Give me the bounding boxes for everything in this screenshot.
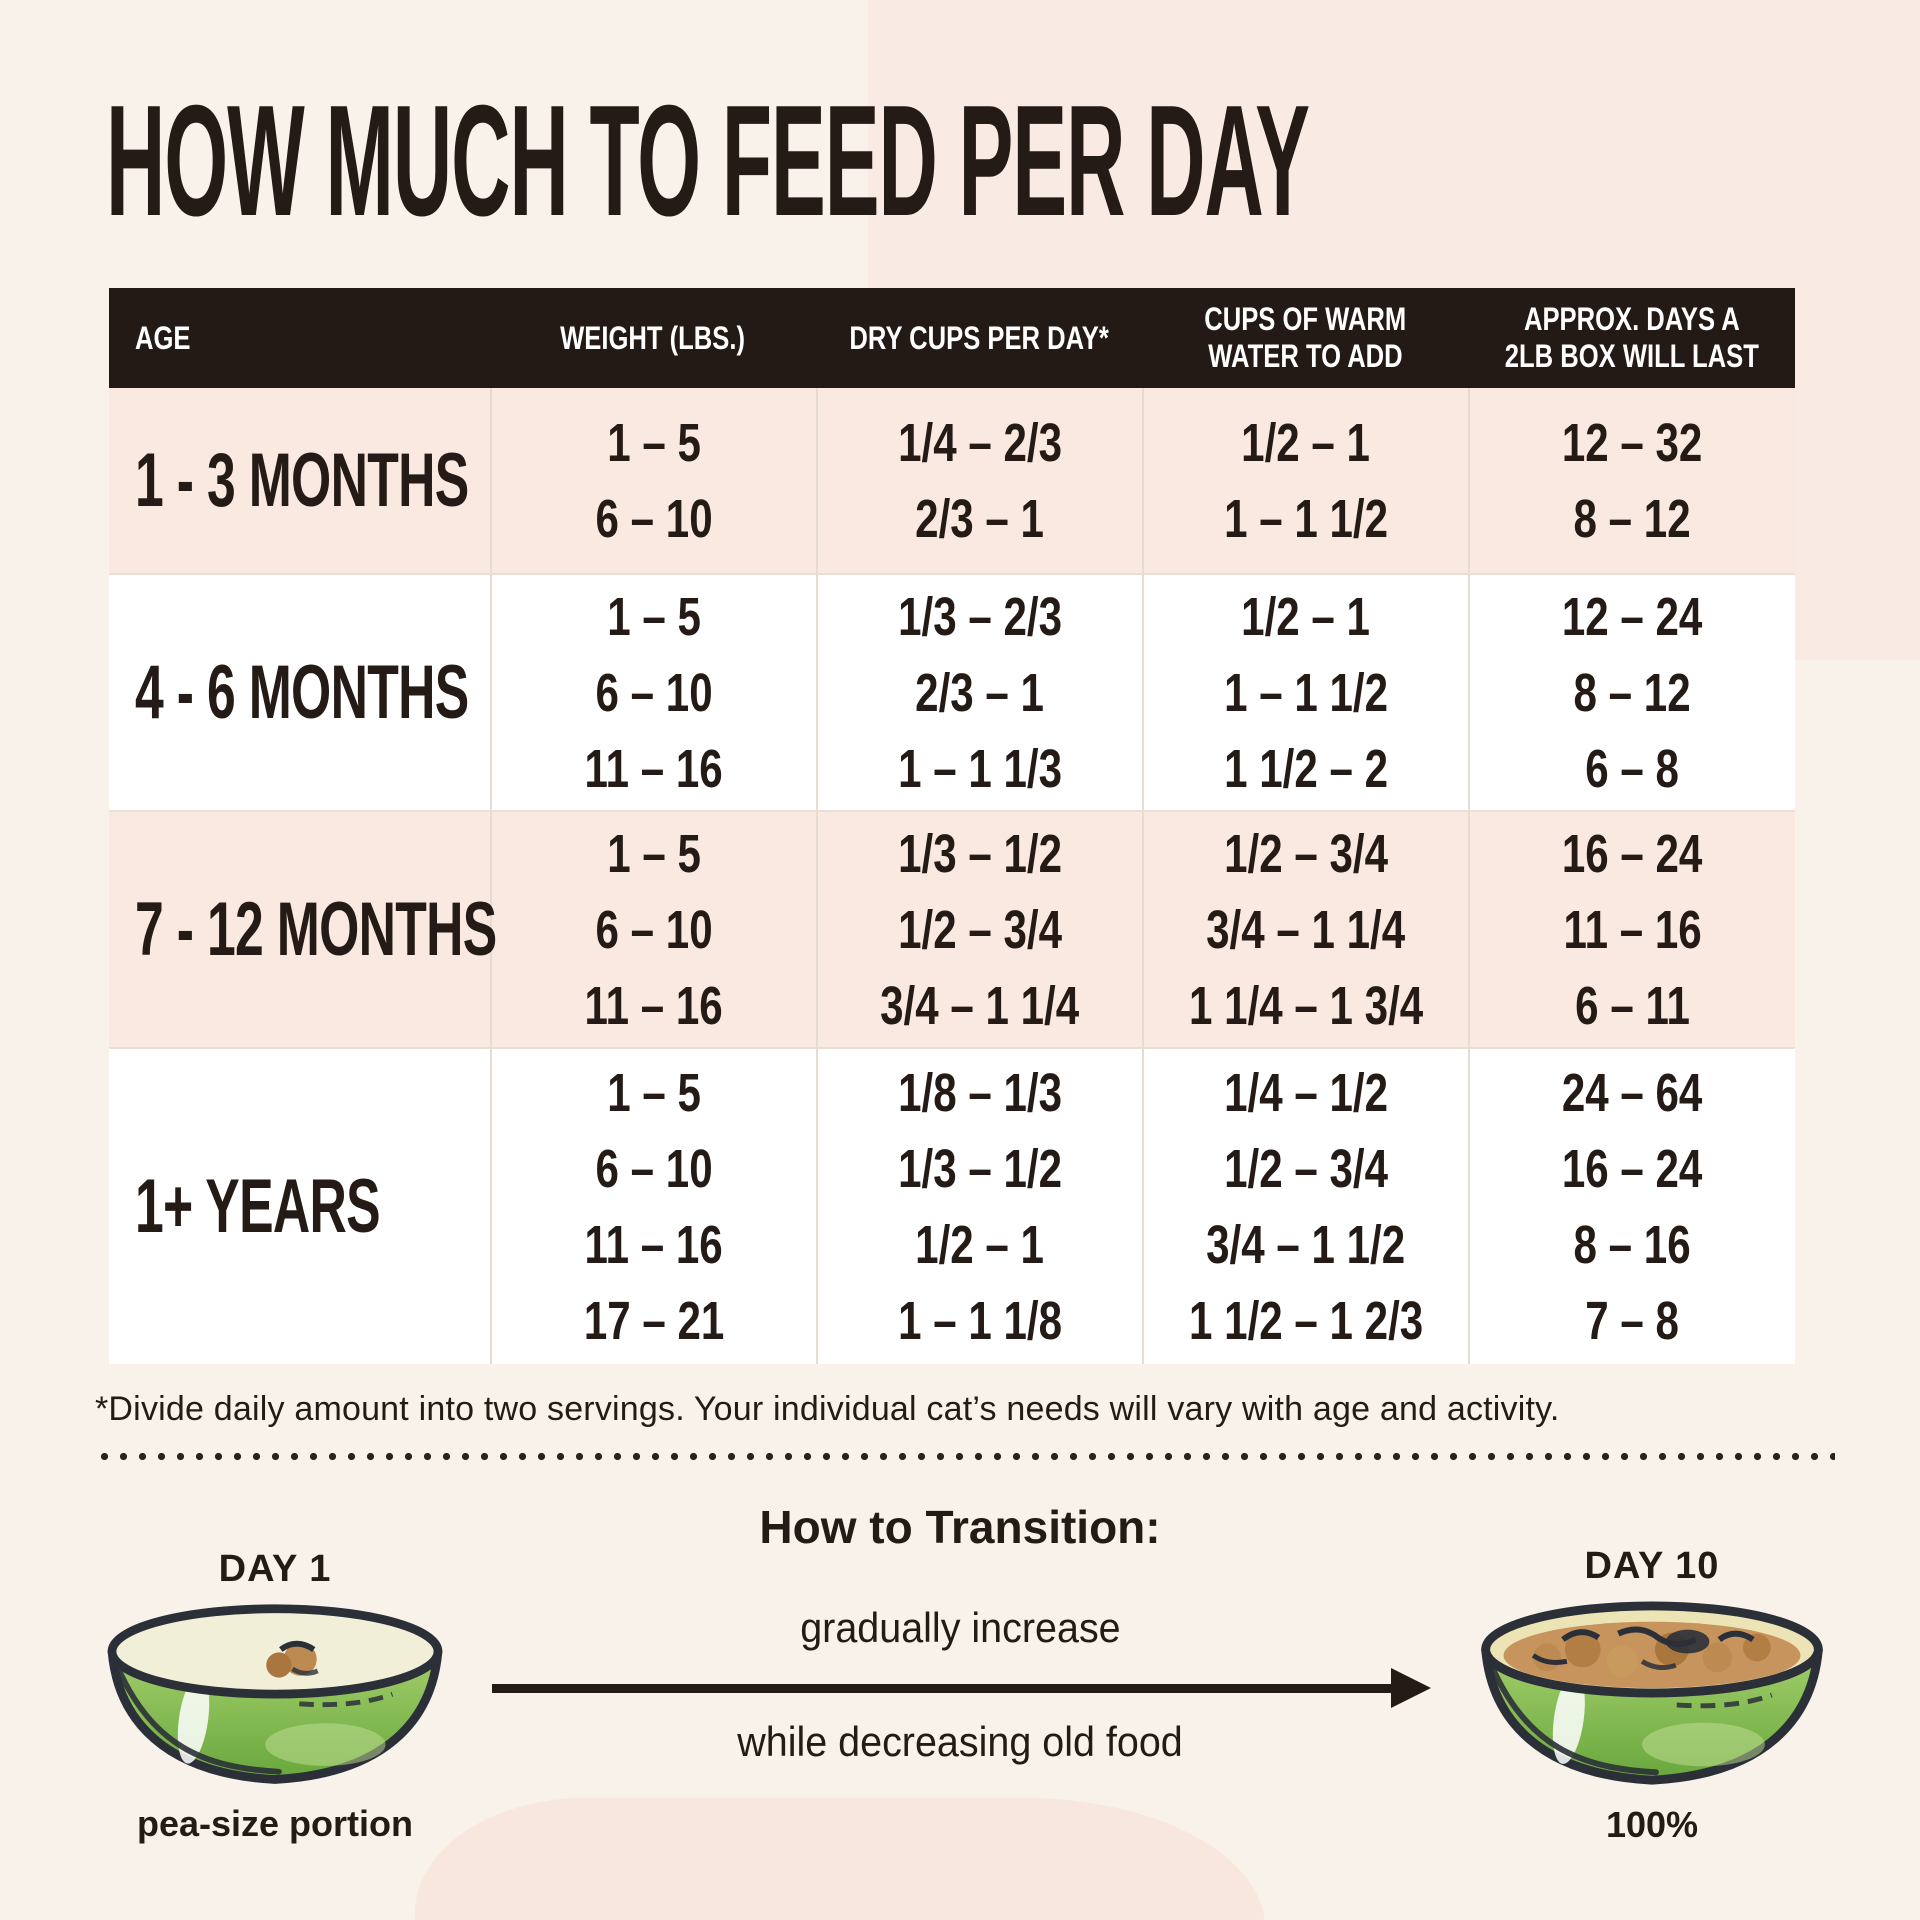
table-cell-line: 1/3 – 1/2: [898, 1138, 1062, 1199]
age-cell: 4 - 6 MONTHS: [135, 650, 469, 735]
table-cell-line: 8 – 16: [1573, 1214, 1692, 1275]
days-cell: 24 – 64 16 – 24 8 – 16 7 – 8: [1468, 1049, 1795, 1364]
table-cell-line: 12 – 32: [1562, 412, 1703, 473]
table-cell-line: 6 – 10: [595, 488, 713, 549]
col-header-age: AGE: [135, 319, 191, 356]
table-cell-line: 24 – 64: [1562, 1062, 1703, 1123]
table-cell-line: 6 – 8: [1585, 738, 1680, 799]
dry-cups-cell: 1/8 – 1/3 1/3 – 1/2 1/2 – 1 1 – 1 1/8: [816, 1049, 1142, 1364]
col-header-weight: WEIGHT (LBS.): [560, 319, 746, 356]
dotted-divider: [95, 1452, 1835, 1461]
weight-cell: 1 – 5 6 – 10 11 – 16: [490, 812, 816, 1047]
table-cell-line: 1/2 – 3/4: [1224, 1138, 1388, 1199]
table-cell-line: 16 – 24: [1562, 823, 1703, 884]
background-blob-bottom: [415, 1798, 1265, 1920]
table-cell-line: 1 – 5: [607, 1062, 701, 1123]
feeding-table: AGE WEIGHT (LBS.) DRY CUPS PER DAY* CUPS…: [109, 288, 1795, 1364]
col-header-dry-cups: DRY CUPS PER DAY*: [849, 319, 1109, 356]
day1-label: DAY 1: [218, 1548, 332, 1590]
table-cell-line: 11 – 16: [584, 1214, 724, 1275]
weight-cell: 1 – 5 6 – 10 11 – 16 17 – 21: [490, 1049, 816, 1364]
table-header-row: AGE WEIGHT (LBS.) DRY CUPS PER DAY* CUPS…: [109, 288, 1795, 388]
table-cell-line: 6 – 11: [1575, 975, 1690, 1036]
table-cell-line: 6 – 10: [595, 899, 713, 960]
table-cell-line: 3/4 – 1 1/4: [1206, 899, 1406, 960]
dry-cups-cell: 1/3 – 1/2 1/2 – 3/4 3/4 – 1 1/4: [816, 812, 1142, 1047]
page-title: HOW MUCH TO FEED PER DAY: [106, 73, 1310, 249]
table-cell-line: 1 – 1 1/2: [1224, 662, 1388, 723]
col-header-warm-water: CUPS OF WARM WATER TO ADD: [1204, 301, 1406, 374]
table-cell-line: 1 – 1 1/3: [898, 738, 1062, 799]
transition-day1: DAY 1 pea-size portion: [85, 1548, 465, 1845]
table-cell-line: 1/2 – 3/4: [898, 899, 1062, 960]
warm-water-cell: 1/4 – 1/2 1/2 – 3/4 3/4 – 1 1/2 1 1/2 – 1 2…: [1142, 1049, 1468, 1364]
weight-cell: 1 – 5 6 – 10: [490, 388, 816, 573]
table-cell-line: 2/3 – 1: [915, 662, 1045, 723]
table-cell-line: 3/4 – 1 1/4: [880, 975, 1080, 1036]
green-bowl-pea-size-portion-icon: [107, 1604, 443, 1784]
warm-water-cell: 1/2 – 1 1 – 1 1/2 1 1/2 – 2: [1142, 575, 1468, 810]
days-cell: 12 – 32 8 – 12: [1468, 388, 1795, 573]
days-cell: 12 – 24 8 – 12 6 – 8: [1468, 575, 1795, 810]
green-bowl-full-icon: [1481, 1601, 1823, 1785]
table-cell-line: 1 – 1 1/2: [1224, 488, 1388, 549]
table-cell-line: 11 – 16: [584, 738, 724, 799]
table-cell-line: 7 – 8: [1585, 1290, 1680, 1351]
warm-water-cell: 1/2 – 3/4 3/4 – 1 1/4 1 1/4 – 1 3/4: [1142, 812, 1468, 1047]
day10-caption: 100%: [1605, 1804, 1699, 1845]
age-cell: 7 - 12 MONTHS: [135, 887, 497, 972]
table-row-7-12-months: 7 - 12 MONTHS 1 – 5 6 – 10 11 – 16 1/3 – 1…: [109, 810, 1795, 1047]
table-cell-line: 3/4 – 1 1/2: [1206, 1214, 1406, 1275]
table-cell-line: 8 – 12: [1573, 662, 1692, 723]
dry-cups-cell: 1/4 – 2/3 2/3 – 1: [816, 388, 1142, 573]
col-header-days-box-lasts: APPROX. DAYS A 2LB BOX WILL LAST: [1504, 301, 1759, 374]
table-cell-line: 11 – 16: [584, 975, 724, 1036]
table-cell-line: 1/2 – 1: [1241, 586, 1371, 647]
day1-caption: pea-size portion: [136, 1803, 414, 1844]
table-cell-line: 1 1/4 – 1 3/4: [1188, 975, 1424, 1036]
transition-arrow: [492, 1668, 1431, 1708]
table-cell-line: 6 – 10: [595, 662, 713, 723]
table-cell-line: 1/4 – 2/3: [898, 412, 1062, 473]
transition-text-bottom: while decreasing old food: [737, 1718, 1183, 1765]
table-cell-line: 1 1/2 – 2: [1224, 738, 1388, 799]
table-cell-line: 1 1/2 – 1 2/3: [1188, 1290, 1424, 1351]
table-row-1-3-months: 1 - 3 MONTHS 1 – 5 6 – 10 1/4 – 2/3 2/3 – …: [109, 388, 1795, 573]
age-cell: 1+ YEARS: [135, 1164, 381, 1249]
table-cell-line: 6 – 10: [595, 1138, 713, 1199]
table-cell-line: 1/2 – 3/4: [1224, 823, 1388, 884]
warm-water-cell: 1/2 – 1 1 – 1 1/2: [1142, 388, 1468, 573]
table-cell-line: 1 – 5: [607, 823, 701, 884]
table-cell-line: 1/3 – 1/2: [898, 823, 1062, 884]
dry-cups-cell: 1/3 – 2/3 2/3 – 1 1 – 1 1/3: [816, 575, 1142, 810]
transition-text-top: gradually increase: [799, 1604, 1121, 1651]
transition-day10: DAY 10: [1452, 1545, 1852, 1846]
table-cell-line: 8 – 12: [1573, 488, 1692, 549]
table-row-1-plus-years: 1+ YEARS 1 – 5 6 – 10 11 – 16 17 – 21 1/8 –…: [109, 1047, 1795, 1364]
table-cell-line: 1/4 – 1/2: [1224, 1062, 1388, 1123]
table-cell-line: 16 – 24: [1562, 1138, 1703, 1199]
table-cell-line: 1/3 – 2/3: [898, 586, 1062, 647]
days-cell: 16 – 24 11 – 16 6 – 11: [1468, 812, 1795, 1047]
table-cell-line: 1/2 – 1: [915, 1214, 1045, 1275]
table-row-4-6-months: 4 - 6 MONTHS 1 – 5 6 – 10 11 – 16 1/3 – 2/…: [109, 573, 1795, 810]
transition-heading: How to Transition:: [759, 1501, 1161, 1553]
table-cell-line: 1 – 5: [607, 412, 701, 473]
table-cell-line: 11 – 16: [1563, 899, 1702, 960]
table-cell-line: 1 – 1 1/8: [898, 1290, 1062, 1351]
table-cell-line: 12 – 24: [1562, 586, 1703, 647]
day10-label: DAY 10: [1584, 1545, 1720, 1587]
table-cell-line: 1/2 – 1: [1241, 412, 1371, 473]
table-cell-line: 1 – 5: [607, 586, 701, 647]
weight-cell: 1 – 5 6 – 10 11 – 16: [490, 575, 816, 810]
table-cell-line: 17 – 21: [583, 1290, 725, 1351]
table-cell-line: 1/8 – 1/3: [898, 1062, 1062, 1123]
footnote: *Divide daily amount into two servings. …: [95, 1390, 1560, 1428]
age-cell: 1 - 3 MONTHS: [135, 438, 469, 523]
table-cell-line: 2/3 – 1: [915, 488, 1045, 549]
